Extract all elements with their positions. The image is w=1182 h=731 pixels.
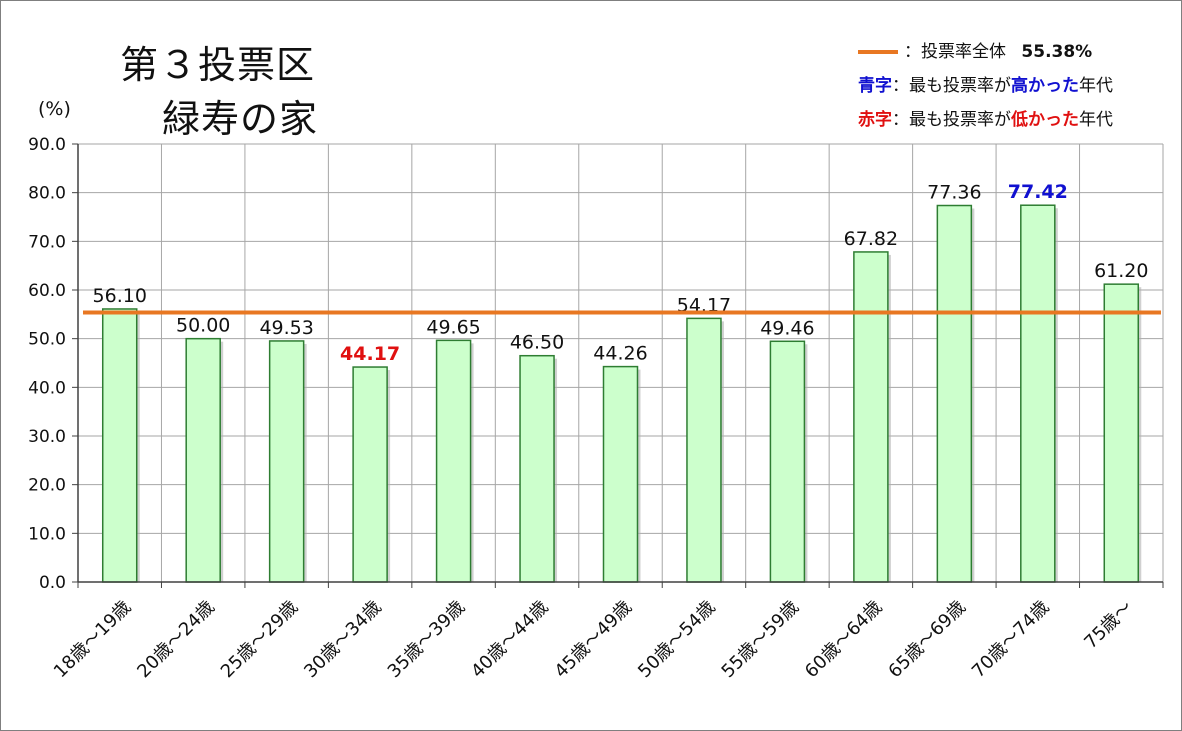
legend-red-key: 赤字 bbox=[858, 110, 892, 130]
x-category-label: 70歳～74歳 bbox=[968, 597, 1053, 682]
legend-lowest: 赤字：最も投票率が低かった年代 bbox=[858, 105, 1113, 130]
average-line-swatch bbox=[858, 50, 898, 54]
data-label-highest: 77.42 bbox=[1008, 181, 1068, 203]
legend-overall-label: ：投票率全体 bbox=[904, 42, 1006, 62]
y-tick-label: 90.0 bbox=[28, 135, 66, 155]
x-category-label: 40歳～44歳 bbox=[467, 597, 552, 682]
x-category-label: 55歳～59歳 bbox=[718, 597, 803, 682]
y-axis-unit: (%) bbox=[38, 98, 71, 120]
bar bbox=[602, 365, 639, 583]
bar bbox=[101, 308, 138, 583]
x-category-label: 20歳～24歳 bbox=[133, 597, 218, 682]
x-category-label: 35歳～39歳 bbox=[384, 597, 469, 682]
data-label: 49.46 bbox=[760, 317, 814, 339]
y-tick-label: 80.0 bbox=[28, 184, 66, 204]
bar bbox=[769, 340, 806, 583]
legend-highest: 青字：最も投票率が高かった年代 bbox=[858, 71, 1113, 96]
bar bbox=[1103, 283, 1140, 583]
legend-red-text-b: 低かった bbox=[1011, 110, 1079, 130]
x-category-label: 50歳～54歳 bbox=[634, 597, 719, 682]
chart-title-line1: 第３投票区 bbox=[120, 43, 316, 87]
x-category-label: 45歳～49歳 bbox=[551, 597, 636, 682]
data-label: 49.53 bbox=[259, 317, 313, 339]
x-category-label: 30歳～34歳 bbox=[300, 597, 385, 682]
data-label: 50.00 bbox=[176, 315, 230, 337]
y-tick-label: 0.0 bbox=[39, 573, 66, 593]
data-label: 46.50 bbox=[510, 332, 564, 354]
legend-blue-text-a: ：最も投票率が bbox=[892, 76, 1011, 96]
x-category-label: 60歳～64歳 bbox=[801, 597, 886, 682]
bar bbox=[686, 317, 722, 583]
y-tick-label: 10.0 bbox=[28, 524, 66, 544]
x-category-label: 18歳～19歳 bbox=[50, 597, 135, 682]
y-tick-label: 20.0 bbox=[28, 476, 66, 496]
legend-blue-text-c: 年代 bbox=[1079, 76, 1113, 96]
legend-blue-text-b: 高かった bbox=[1011, 76, 1079, 96]
data-label: 56.10 bbox=[93, 285, 147, 307]
data-label: 67.82 bbox=[844, 228, 898, 250]
bar bbox=[853, 251, 889, 583]
legend-red-text-c: 年代 bbox=[1079, 110, 1113, 130]
bar bbox=[185, 337, 221, 583]
bar bbox=[268, 340, 305, 583]
bar bbox=[1020, 204, 1056, 583]
legend-blue-key: 青字 bbox=[858, 76, 892, 96]
x-category-label: 65歳～69歳 bbox=[884, 597, 969, 682]
data-label: 44.26 bbox=[593, 343, 647, 365]
y-tick-label: 70.0 bbox=[28, 232, 66, 252]
data-label-lowest: 44.17 bbox=[340, 343, 400, 365]
y-tick-label: 40.0 bbox=[28, 378, 66, 398]
x-category-label: 75歳～ bbox=[1080, 597, 1137, 654]
legend-overall: ：投票率全体 55.38% bbox=[858, 37, 1092, 62]
data-label: 61.20 bbox=[1094, 260, 1148, 282]
bar bbox=[352, 366, 388, 583]
legend-red-text-a: ：最も投票率が bbox=[892, 110, 1011, 130]
bar bbox=[936, 204, 973, 583]
y-tick-label: 60.0 bbox=[28, 281, 66, 301]
legend-overall-value: 55.38% bbox=[1021, 42, 1093, 62]
bar bbox=[435, 339, 472, 583]
chart-title-line2: 緑寿の家 bbox=[162, 97, 319, 141]
y-tick-label: 30.0 bbox=[28, 427, 66, 447]
data-label: 77.36 bbox=[927, 182, 981, 204]
x-category-label: 25歳～29歳 bbox=[217, 597, 302, 682]
data-label: 49.65 bbox=[426, 316, 480, 338]
bar bbox=[519, 354, 555, 583]
y-tick-label: 50.0 bbox=[28, 330, 66, 350]
